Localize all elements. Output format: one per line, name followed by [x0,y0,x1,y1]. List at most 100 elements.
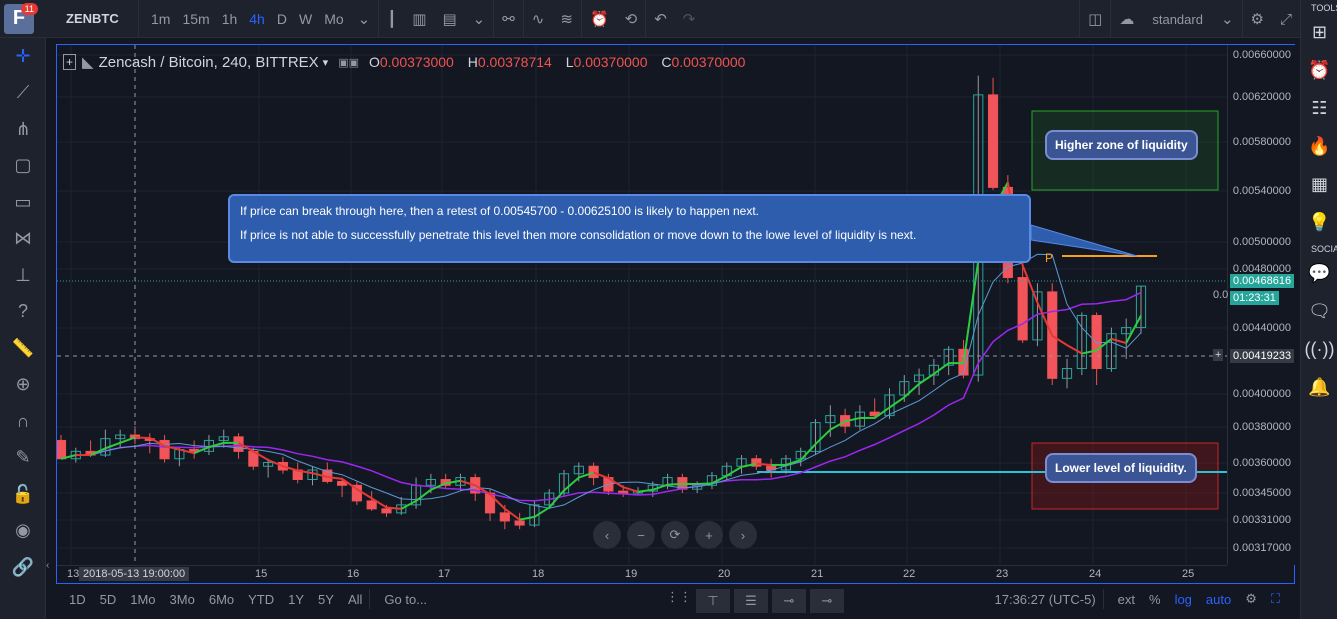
replay-icon[interactable]: ⟲ [624,10,638,28]
time-axis[interactable]: 2018-05-13 19:00:00 13 15 16 17 18 19 20 21 22 23… [57,565,1227,584]
ma-fast-segment [400,500,417,510]
eye-icon[interactable]: ◉ [15,520,31,541]
undo-icon[interactable]: ↶ [654,10,667,28]
percent-toggle[interactable]: % [1149,591,1161,607]
ma-fast-segment [607,477,624,489]
range-6mo[interactable]: 6Mo [208,591,235,607]
timeframe-1m[interactable]: 1m [151,10,171,27]
watchlist-icon[interactable]: ⊞ [1311,21,1328,42]
chevron-down-icon[interactable]: ⌄ [357,10,371,28]
fullscreen-icon[interactable]: ⤢ [1279,10,1292,28]
chevron-down-icon[interactable]: ⌄ [472,10,486,28]
trading-panel-icon[interactable]: ⊸ [772,589,806,613]
range-ytd[interactable]: YTD [248,591,275,607]
data-window-icon[interactable]: ☷ [1311,97,1328,118]
time-tick: 18 [532,568,545,580]
strategy-tester-icon[interactable]: ☰ [734,589,768,613]
timeframe-1h[interactable]: 1h [221,10,238,27]
range-1y[interactable]: 1Y [288,591,305,607]
ideas-icon[interactable]: 💡 [1308,211,1331,232]
goto-button[interactable]: Go to... [384,591,428,607]
range-all[interactable]: All [347,591,363,607]
chevron-down-icon[interactable]: ▾ [322,56,329,69]
compare-icon[interactable]: ⚯ [502,10,515,28]
clock[interactable]: 17:36:27 (UTC-5) [994,591,1096,607]
layout-name[interactable]: standard [1152,11,1203,27]
fullscreen-icon[interactable]: ⛶ [1270,591,1280,606]
zoom-in-icon[interactable]: + [695,521,723,549]
gear-icon[interactable]: ⚙ [1250,11,1264,28]
zoom-icon[interactable]: ⊕ [15,374,31,395]
collapse-toolbar-icon[interactable]: ‹ [46,560,50,571]
candles-style-icon[interactable]: ▥ [412,10,427,28]
higher-zone-label[interactable]: Higher zone of liquidity [1045,130,1198,160]
chart-plot-area[interactable]: + ◣ Zencash / Bitcoin, 240, BITTREX ▾ ▣▣… [57,45,1227,565]
auto-toggle[interactable]: auto [1205,591,1232,607]
private-chat-icon[interactable]: 🗨 [1308,300,1331,321]
ext-toggle[interactable]: ext [1117,591,1135,607]
log-toggle[interactable]: log [1174,591,1192,607]
pattern-icon[interactable]: ⋈ [14,228,32,249]
drag-handle-icon[interactable]: ⋮⋮ [666,589,692,604]
app-logo[interactable]: F 11 [0,0,38,38]
timeframe-15m[interactable]: 15m [182,10,210,27]
timeframe-W[interactable]: W [298,10,313,27]
bars-style-icon[interactable]: ┃ [387,10,397,28]
redo-icon[interactable]: ↷ [682,10,696,28]
reset-icon[interactable]: ⟳ [661,521,689,549]
heikin-icon[interactable]: ▤ [442,10,457,28]
p-marker[interactable]: P [1045,251,1054,265]
hotlist-icon[interactable]: 🔥 [1308,135,1331,156]
templates-icon[interactable]: ≋ [560,10,573,28]
alerts-icon[interactable]: ⏰ [1308,59,1331,80]
indicators-icon[interactable]: ∿ [531,10,545,28]
settings-icon[interactable]: ▣▣ [338,56,359,69]
gear-icon[interactable]: ⚙ [1245,591,1257,606]
panel-collapse-icon[interactable]: ⊸ [810,589,844,613]
help-icon[interactable]: ? [17,301,28,322]
link-icon[interactable]: 🔗 [11,556,35,577]
timeframe-D[interactable]: D [276,10,287,27]
divider [493,0,495,38]
symbol-search[interactable]: ZENBTC [66,11,119,26]
pitchfork-icon[interactable]: ⋔ [15,118,31,139]
scroll-right-icon[interactable]: › [729,521,757,549]
alert-icon[interactable]: ⏰ [589,10,609,28]
range-5y[interactable]: 5Y [318,591,334,607]
text-icon[interactable]: ▭ [14,191,32,212]
analysis-callout[interactable]: If price can break through here, then a … [228,194,1031,263]
chat-icon[interactable]: 💬 [1308,262,1331,283]
crosshair-icon[interactable]: ✛ [15,45,31,66]
ma-fast-segment [356,488,373,500]
range-5d[interactable]: 5D [99,591,117,607]
ruler-icon[interactable]: 📏 [11,337,35,358]
lock-icon[interactable]: 🔓 [11,483,35,504]
chevron-down-icon[interactable]: ⌄ [1220,11,1234,28]
trendline-icon[interactable]: ⟋ [16,82,30,103]
range-1mo[interactable]: 1Mo [130,591,156,607]
range-3mo[interactable]: 3Mo [169,591,195,607]
lower-zone-label[interactable]: Lower level of liquidity. [1045,453,1197,483]
notifications-icon[interactable]: 🔔 [1308,376,1331,397]
lock-drawing-icon[interactable]: ✎ [15,447,31,468]
timeframe-4h[interactable]: 4h [249,10,265,27]
crosshair-add-icon[interactable]: + [1213,349,1224,361]
legend-expand-icon[interactable]: + [63,54,77,70]
symbol-title[interactable]: Zencash / Bitcoin, 240, BITTREX [98,53,319,71]
range-1d[interactable]: 1D [69,591,86,607]
layout-icon[interactable]: ◫ [1088,11,1103,28]
magnet-icon[interactable]: ∩ [16,410,30,431]
timeframe-Mo[interactable]: Mo [324,10,344,27]
scroll-left-icon[interactable]: ‹ [593,521,621,549]
pine-editor-icon[interactable]: ⊤ [696,589,730,613]
zoom-out-icon[interactable]: − [627,521,655,549]
candle-body [263,461,274,467]
forecast-icon[interactable]: ⊥ [15,264,31,285]
cloud-icon[interactable]: ☁ [1119,11,1135,28]
streams-icon[interactable]: ((·)) [1304,338,1335,359]
price-tick: 0.00480000 [1232,263,1291,275]
candle-body [1017,277,1028,341]
price-axis[interactable]: 0.00468616 01:23:31 0.0 0.00419233 0.006… [1213,45,1295,565]
calendar-icon[interactable]: ▦ [1310,173,1328,194]
rectangle-icon[interactable]: ▢ [14,155,32,176]
